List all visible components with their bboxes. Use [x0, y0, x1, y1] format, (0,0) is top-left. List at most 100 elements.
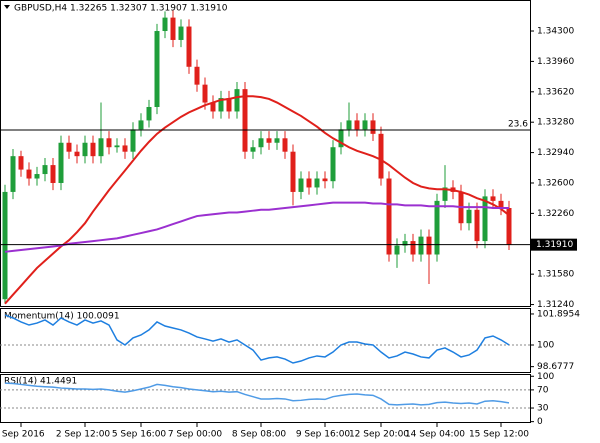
- candle-body: [26, 169, 32, 179]
- candle-body: [306, 178, 312, 188]
- main-panel: [0, 0, 531, 307]
- chart-title: GBPUSD,H4 1.32265 1.32307 1.31907 1.3191…: [14, 4, 228, 14]
- momentum-title: Momentum(14) 100.0091: [4, 312, 120, 322]
- candle-body: [442, 187, 448, 201]
- candle-body: [186, 26, 192, 67]
- candle-body: [162, 17, 168, 32]
- candle-body: [362, 120, 368, 130]
- candle-body: [130, 129, 136, 152]
- y-tick-label: 1.32600: [537, 178, 574, 188]
- x-tick-label: 8 Sep 08:00: [232, 430, 287, 440]
- candle-body: [354, 120, 360, 130]
- candle-body: [386, 178, 392, 255]
- candle-body: [154, 31, 160, 108]
- candle-body: [434, 200, 440, 255]
- fib-label: 23.6: [508, 119, 528, 129]
- x-tick-label: 5 Sep 16:00: [112, 430, 167, 440]
- candle-body: [490, 196, 496, 201]
- candle-body: [234, 89, 240, 112]
- candle-body: [250, 147, 256, 152]
- candle-body: [122, 145, 128, 152]
- candle-body: [418, 236, 424, 255]
- candle-body: [330, 147, 336, 182]
- y-tick-label: 1.31580: [537, 270, 574, 280]
- candle-body: [242, 89, 248, 152]
- candle-body: [42, 165, 48, 175]
- candle-body: [194, 66, 200, 85]
- candle-body: [114, 145, 120, 148]
- y-tick-label: 101.8954: [537, 309, 580, 319]
- candle-body: [402, 241, 408, 246]
- moving-average: [4, 95, 510, 305]
- candle-body: [410, 241, 416, 255]
- candle-body: [82, 142, 88, 157]
- candle-body: [466, 209, 472, 224]
- candle-body: [90, 142, 96, 157]
- candle-body: [394, 245, 400, 255]
- y-tick-label: 1.34300: [537, 27, 574, 37]
- candle-body: [58, 142, 64, 183]
- momentum-panel: [0, 308, 531, 373]
- candle-body: [426, 236, 432, 255]
- x-tick-label: 1 Sep 2016: [0, 430, 45, 440]
- price-label: 1.31910: [536, 240, 573, 250]
- y-tick-label: 1.33960: [537, 57, 574, 67]
- y-tick-label: 70: [537, 385, 549, 395]
- x-tick-label: 2 Sep 12:00: [56, 430, 111, 440]
- menu-arrow: [4, 5, 10, 9]
- indicator-line: [4, 382, 510, 406]
- y-tick-label: 1.33620: [537, 87, 574, 97]
- candle-body: [258, 138, 264, 148]
- candle-body: [482, 196, 488, 242]
- indicator-line: [4, 314, 510, 364]
- x-tick-label: 9 Sep 16:00: [296, 430, 351, 440]
- candle-body: [274, 138, 280, 143]
- candle-body: [10, 156, 16, 192]
- x-tick-label: 7 Sep 00:00: [168, 430, 223, 440]
- y-tick-label: 100: [537, 340, 554, 350]
- candle-body: [290, 151, 296, 192]
- candle-body: [282, 138, 288, 152]
- candle-body: [322, 178, 328, 182]
- candle-body: [226, 98, 232, 112]
- candle-body: [74, 151, 80, 157]
- x-tick-label: 14 Sep 04:00: [405, 430, 465, 440]
- candle-body: [50, 165, 56, 183]
- candle-body: [138, 120, 144, 130]
- y-tick-label: 100: [537, 372, 554, 382]
- y-tick-label: 1.31240: [537, 300, 574, 310]
- candle-body: [170, 17, 176, 40]
- candle-body: [106, 138, 112, 148]
- candle-body: [266, 138, 272, 143]
- candle-body: [346, 120, 352, 130]
- candle-body: [338, 129, 344, 148]
- candle-body: [314, 178, 320, 188]
- candle-body: [378, 133, 384, 179]
- y-tick-label: 1.33280: [537, 118, 574, 128]
- candle-body: [18, 156, 24, 170]
- price-box: [531, 238, 577, 251]
- y-tick-label: 0: [537, 417, 543, 427]
- candle-body: [178, 26, 184, 40]
- candle-body: [66, 142, 72, 152]
- y-tick-label: 1.32260: [537, 209, 574, 219]
- candle-body: [2, 191, 8, 300]
- y-tick-label: 30: [537, 404, 549, 414]
- rsi-title: RSI(14) 41.4491: [4, 377, 77, 387]
- candle-body: [474, 209, 480, 242]
- x-tick-label: 12 Sep 20:00: [349, 430, 409, 440]
- candle-body: [210, 102, 216, 112]
- candle-body: [218, 98, 224, 112]
- x-tick-label: 15 Sep 12:00: [469, 430, 529, 440]
- rsi-panel: [0, 374, 531, 423]
- candle-body: [370, 120, 376, 134]
- candle-body: [498, 200, 504, 209]
- candle-body: [202, 84, 208, 103]
- candle-body: [506, 208, 512, 245]
- y-tick-label: 98.6777: [537, 362, 574, 372]
- candle-body: [98, 138, 104, 157]
- candle-body: [298, 178, 304, 192]
- y-tick-label: 1.32940: [537, 148, 574, 158]
- candle-body: [34, 174, 40, 179]
